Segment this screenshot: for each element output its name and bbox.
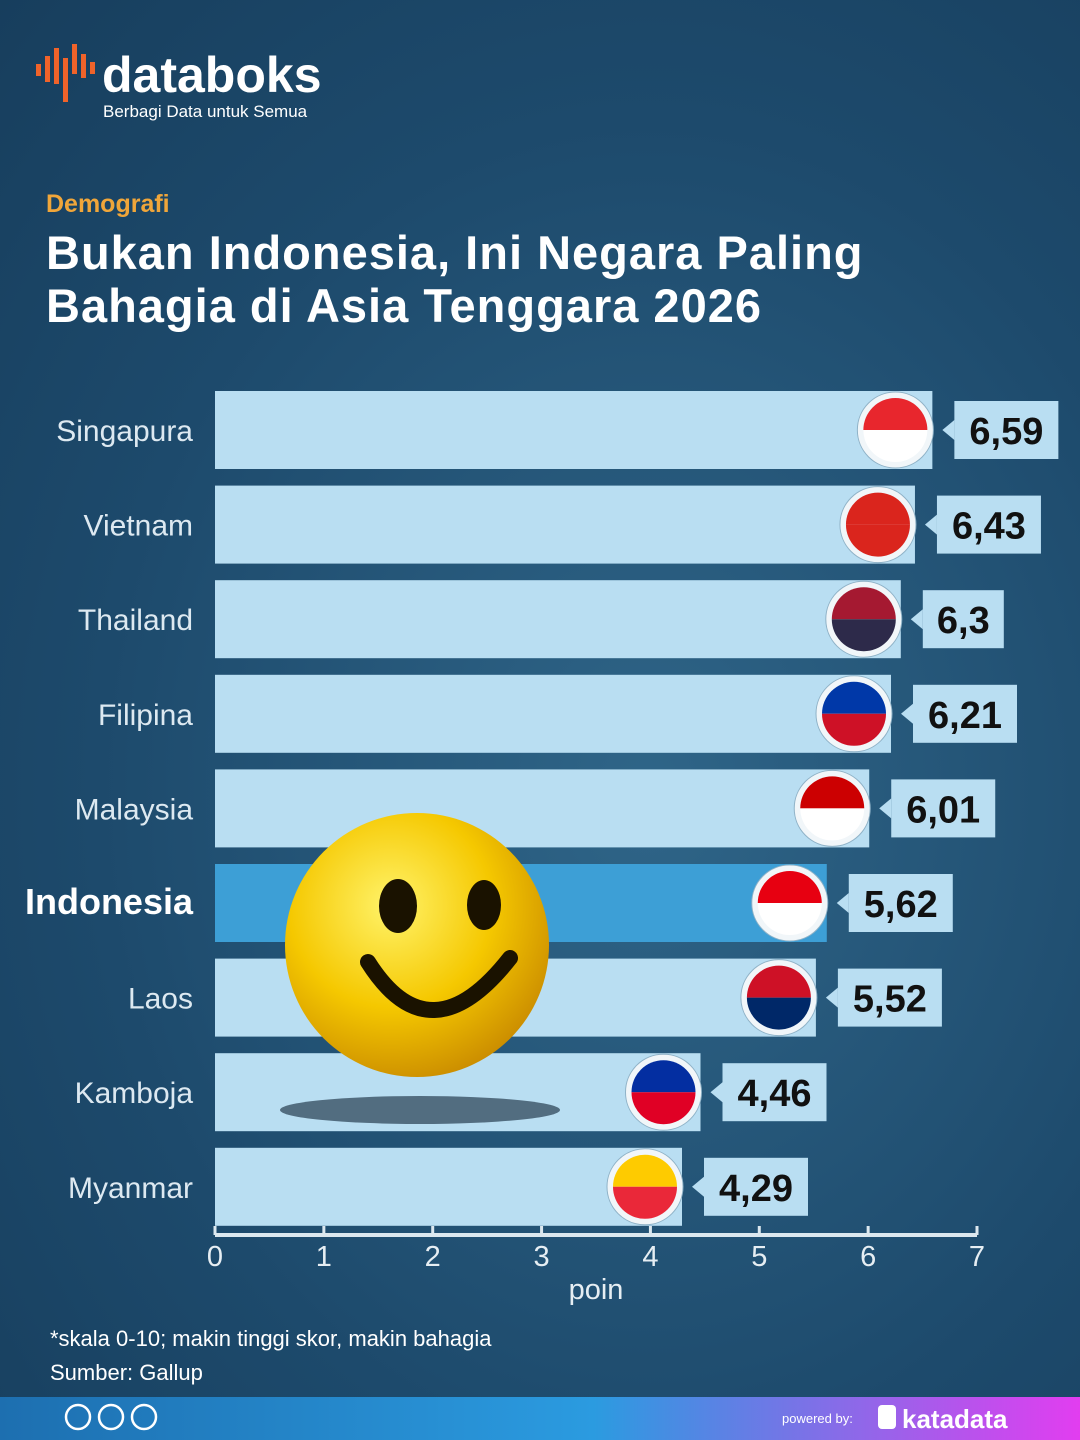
logo: databoks: [102, 47, 322, 103]
flag-bottom: [746, 997, 811, 1030]
category: Demografi: [46, 190, 170, 218]
category-label: Thailand: [78, 604, 193, 637]
license-icons: [64, 1403, 158, 1431]
x-tick-label: 3: [534, 1241, 550, 1273]
label-pointer: [901, 703, 914, 724]
label-pointer: [879, 798, 892, 819]
flag-top: [746, 965, 811, 998]
label-box: [913, 684, 1018, 743]
chart-title: Bukan Indonesia, Ini Negara Paling Bahag…: [46, 226, 864, 332]
x-tick-label: 2: [425, 1241, 441, 1273]
flag-top: [845, 492, 910, 525]
source: Sumber: Gallup: [50, 1360, 203, 1385]
category-label: Myanmar: [68, 1172, 193, 1205]
smiley: [280, 813, 560, 1124]
label-box: [922, 590, 1004, 649]
label-pointer: [710, 1082, 723, 1103]
flag-top: [757, 871, 822, 903]
value-label: 6,59: [969, 411, 1043, 453]
flag-top: [631, 1060, 696, 1093]
category-label: Vietnam: [83, 510, 193, 543]
bar: [215, 485, 915, 564]
label-box: [837, 968, 942, 1027]
x-tick-label: 1: [316, 1241, 332, 1273]
flag-top: [831, 587, 896, 620]
tagline: Berbagi Data untuk Semua: [103, 102, 308, 121]
bar: [215, 391, 933, 469]
flag-bottom: [800, 808, 865, 841]
x-tick-label: 0: [207, 1241, 223, 1273]
category-label: Singapura: [56, 415, 193, 448]
x-tick-label: 4: [642, 1241, 658, 1273]
category-label: Indonesia: [25, 881, 194, 922]
x-tick-label: 5: [751, 1241, 767, 1273]
label-pointer: [910, 609, 923, 630]
flag-bottom: [612, 1186, 677, 1219]
label-pointer: [825, 987, 838, 1008]
flag-top: [863, 398, 928, 430]
x-tick-label: 7: [969, 1241, 985, 1273]
label-box: [848, 874, 953, 932]
value-label: 4,46: [738, 1073, 812, 1115]
note: *skala 0-10; makin tinggi skor, makin ba…: [50, 1326, 492, 1351]
label-box: [936, 495, 1041, 554]
label-pointer: [691, 1176, 704, 1197]
bar: [215, 580, 901, 659]
value-label: 4,29: [719, 1168, 793, 1210]
flag-bottom: [863, 430, 928, 462]
bar: [215, 1147, 682, 1226]
plot: Singapura 6,59 Vietnam 6,43 Thailand 6,3 Filip…: [25, 391, 1059, 1306]
label-pointer: [942, 420, 955, 440]
footer-bar: [0, 1397, 1080, 1440]
flag-top: [800, 776, 865, 809]
flag-bottom: [631, 1092, 696, 1125]
flag-bottom: [757, 903, 822, 935]
category-label: Laos: [128, 983, 193, 1016]
category-label: Kamboja: [75, 1077, 194, 1110]
flag-bottom: [831, 619, 896, 652]
label-pointer: [924, 514, 937, 535]
label-box: [722, 1063, 827, 1122]
powered-by: powered by:: [782, 1411, 853, 1426]
label-box: [891, 779, 996, 838]
value-label: 6,43: [952, 506, 1026, 548]
brand: katadata: [902, 1404, 1008, 1434]
value-label: 6,21: [928, 695, 1002, 737]
bar: [215, 769, 870, 848]
flag-bottom: [845, 524, 910, 557]
brand-mark: [878, 1405, 896, 1429]
label-box: [703, 1157, 808, 1216]
x-tick-label: 6: [860, 1241, 876, 1273]
logo-mark: [36, 44, 95, 102]
category-label: Filipina: [98, 699, 193, 732]
label-pointer: [836, 893, 849, 913]
flag-bottom: [822, 713, 887, 746]
value-label: 6,3: [937, 600, 990, 642]
value-label: 5,62: [864, 884, 938, 926]
value-label: 6,01: [906, 789, 980, 831]
flag-top: [612, 1154, 677, 1187]
bar: [215, 674, 892, 753]
category-label: Malaysia: [75, 793, 194, 826]
flag-top: [822, 681, 887, 714]
value-label: 5,52: [853, 979, 927, 1021]
x-axis-label: poin: [569, 1274, 624, 1306]
label-box: [954, 401, 1059, 459]
